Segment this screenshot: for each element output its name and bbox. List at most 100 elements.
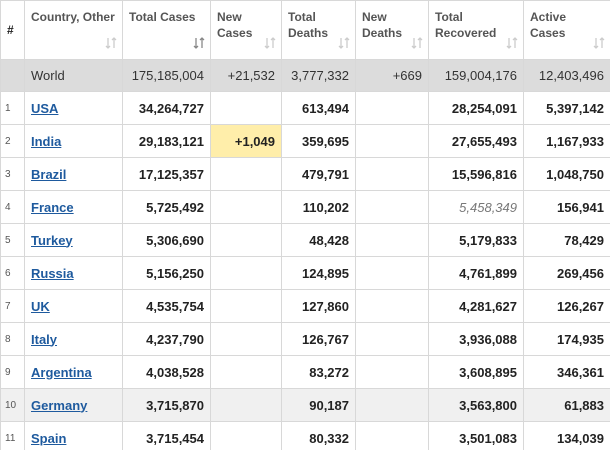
country-link[interactable]: Italy <box>31 331 58 347</box>
number-cell <box>355 388 429 422</box>
column-header[interactable]: Country, Other <box>24 0 123 60</box>
country-row: 4 France 5,725,492 110,202 5,458,349 156,941 <box>0 190 610 224</box>
country-cell: Italy <box>24 322 123 356</box>
number-cell: 156,941 <box>523 190 610 224</box>
number-cell <box>210 223 282 257</box>
number-cell: 3,715,870 <box>122 388 211 422</box>
sort-icon[interactable] <box>193 37 205 49</box>
number-cell: 3,563,800 <box>428 388 524 422</box>
column-header[interactable]: New Deaths <box>355 0 429 60</box>
number-cell <box>355 157 429 191</box>
country-cell: India <box>24 124 123 158</box>
number-cell <box>210 91 282 125</box>
country-link[interactable]: Turkey <box>31 232 73 248</box>
rank-cell: 4 <box>0 190 25 224</box>
number-cell <box>210 355 282 389</box>
header-row: # Country, Other Total Cases New Cases Total… <box>0 0 610 60</box>
rank-cell: 5 <box>0 223 25 257</box>
country-link[interactable]: Brazil <box>31 166 67 182</box>
rank-cell <box>0 59 25 92</box>
country-link[interactable]: UK <box>31 298 50 314</box>
number-cell <box>210 421 282 450</box>
number-cell <box>210 289 282 323</box>
country-row: 11 Spain 3,715,454 80,332 3,501,083 134,039 <box>0 421 610 450</box>
number-cell: +1,049 <box>210 124 282 158</box>
number-cell: 269,456 <box>523 256 610 290</box>
country-row: 10 Germany 3,715,870 90,187 3,563,800 61,883 <box>0 388 610 422</box>
sort-icon[interactable] <box>338 37 350 49</box>
number-cell: 3,501,083 <box>428 421 524 450</box>
country-cell: Germany <box>24 388 123 422</box>
number-cell <box>355 421 429 450</box>
number-cell: 110,202 <box>281 190 356 224</box>
number-cell <box>355 256 429 290</box>
number-cell: 5,458,349 <box>428 190 524 224</box>
country-link[interactable]: Russia <box>31 265 74 281</box>
number-cell: 4,761,899 <box>428 256 524 290</box>
number-cell: 3,936,088 <box>428 322 524 356</box>
sort-icon[interactable] <box>506 37 518 49</box>
number-cell: 27,655,493 <box>428 124 524 158</box>
country-cell: Russia <box>24 256 123 290</box>
column-header[interactable]: New Cases <box>210 0 282 60</box>
rank-cell: 7 <box>0 289 25 323</box>
number-cell: 4,535,754 <box>122 289 211 323</box>
number-cell: 5,306,690 <box>122 223 211 257</box>
number-cell: 80,332 <box>281 421 356 450</box>
table-body: World 175,185,004 +21,532 3,777,332 +669 159,… <box>0 59 610 450</box>
number-cell: 34,264,727 <box>122 91 211 125</box>
number-cell: 126,767 <box>281 322 356 356</box>
number-cell: 479,791 <box>281 157 356 191</box>
country-link[interactable]: USA <box>31 100 59 116</box>
number-cell: 29,183,121 <box>122 124 211 158</box>
country-row: 8 Italy 4,237,790 126,767 3,936,088 174,935 <box>0 322 610 356</box>
country-link[interactable]: India <box>31 133 62 149</box>
column-header[interactable]: Total Cases <box>122 0 211 60</box>
country-link[interactable]: France <box>31 199 74 215</box>
number-cell: +669 <box>355 59 429 92</box>
column-header[interactable]: Total Deaths <box>281 0 356 60</box>
number-cell: 3,608,895 <box>428 355 524 389</box>
country-link[interactable]: Argentina <box>31 364 92 380</box>
number-cell: 61,883 <box>523 388 610 422</box>
number-cell: 124,895 <box>281 256 356 290</box>
number-cell: 346,361 <box>523 355 610 389</box>
country-link[interactable]: Germany <box>31 397 88 413</box>
country-row: 6 Russia 5,156,250 124,895 4,761,899 269,456 <box>0 256 610 290</box>
number-cell: 174,935 <box>523 322 610 356</box>
rank-cell: 9 <box>0 355 25 389</box>
country-cell: USA <box>24 91 123 125</box>
number-cell: 4,237,790 <box>122 322 211 356</box>
number-cell <box>355 223 429 257</box>
column-header[interactable]: Total Recovered <box>428 0 524 60</box>
number-cell <box>210 190 282 224</box>
number-cell: 5,179,833 <box>428 223 524 257</box>
column-header[interactable]: Active Cases <box>523 0 610 60</box>
number-cell: 359,695 <box>281 124 356 158</box>
rank-cell: 10 <box>0 388 25 422</box>
country-cell: France <box>24 190 123 224</box>
country-cell: World <box>24 59 123 92</box>
country-cell: Argentina <box>24 355 123 389</box>
sort-icon[interactable] <box>105 37 117 49</box>
sort-icon[interactable] <box>411 37 423 49</box>
country-cell: Brazil <box>24 157 123 191</box>
sort-icon[interactable] <box>593 37 605 49</box>
country-link[interactable]: Spain <box>31 430 67 446</box>
sort-icon[interactable] <box>264 37 276 49</box>
rank-cell: 1 <box>0 91 25 125</box>
country-row: 1 USA 34,264,727 613,494 28,254,091 5,397,142 <box>0 91 610 125</box>
rank-cell: 11 <box>0 421 25 450</box>
rank-cell: 3 <box>0 157 25 191</box>
number-cell <box>355 190 429 224</box>
number-cell <box>355 355 429 389</box>
number-cell <box>210 256 282 290</box>
rank-cell: 6 <box>0 256 25 290</box>
number-cell: 613,494 <box>281 91 356 125</box>
country-row: 5 Turkey 5,306,690 48,428 5,179,833 78,429 <box>0 223 610 257</box>
country-row: 9 Argentina 4,038,528 83,272 3,608,895 346,36… <box>0 355 610 389</box>
number-cell: 126,267 <box>523 289 610 323</box>
number-cell: 78,429 <box>523 223 610 257</box>
